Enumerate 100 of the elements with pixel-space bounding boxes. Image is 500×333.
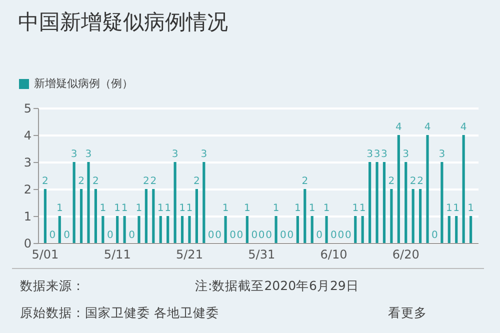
bar [469, 216, 472, 243]
data-label: 0 [49, 230, 56, 241]
data-label: 0 [330, 230, 337, 241]
bar [246, 216, 248, 243]
bar [174, 162, 176, 243]
data-label: 1 [222, 203, 229, 214]
data-label: 4 [395, 122, 402, 133]
bar [80, 189, 83, 243]
data-label: 1 [352, 203, 359, 214]
data-label: 0 [432, 230, 438, 241]
x-tick-label: 6/20 [392, 248, 420, 262]
bar [72, 162, 76, 243]
chart-title: 中国新增疑似病例情况 [18, 9, 228, 36]
bar [304, 189, 306, 243]
data-label: 0 [128, 230, 135, 241]
data-label: 2 [150, 176, 157, 187]
bar [159, 216, 162, 243]
data-label: 1 [453, 203, 460, 214]
data-label: 1 [323, 203, 330, 214]
bar [310, 216, 314, 243]
bar [180, 216, 184, 243]
bar [418, 189, 422, 243]
data-label: 3 [374, 149, 380, 160]
data-label: 0 [338, 230, 344, 241]
data-label: 2 [388, 176, 395, 187]
data-label: 0 [106, 230, 114, 241]
bar [188, 216, 191, 243]
data-label: 1 [157, 203, 164, 214]
bar [296, 216, 299, 243]
data-label: 2 [410, 176, 416, 187]
bar [195, 189, 198, 243]
bar [412, 189, 414, 243]
data-label: 2 [78, 176, 84, 187]
data-label: 2 [92, 176, 99, 187]
data-label: 1 [446, 203, 452, 214]
data-label: 3 [402, 149, 410, 160]
data-label: 1 [272, 203, 280, 214]
data-label: 1 [114, 203, 121, 214]
bar [390, 189, 393, 243]
bar [354, 216, 357, 243]
text: 看更多 [388, 305, 427, 322]
x-tick-label: 5/21 [176, 248, 203, 262]
data-label: 3 [200, 149, 208, 160]
data-label: 3 [366, 149, 373, 160]
bar [274, 216, 278, 243]
source-note: 数据来源： [20, 278, 85, 295]
bar [426, 135, 429, 243]
bar [102, 216, 104, 243]
bar [94, 189, 98, 243]
data-label: 4 [460, 122, 467, 133]
x-tick-label: 6/10 [320, 248, 348, 262]
bar [224, 216, 227, 243]
data-label: 0 [316, 230, 322, 241]
data-label: 0 [344, 230, 352, 241]
bar [123, 216, 126, 243]
bar [116, 216, 119, 243]
bar [361, 216, 364, 243]
y-tick-label: 5 [24, 102, 32, 116]
bar [138, 216, 140, 243]
data-label: 0 [208, 230, 214, 241]
bar [376, 162, 378, 243]
data-label: 1 [121, 203, 128, 214]
data-label: 1 [186, 203, 193, 214]
data-label: 0 [258, 230, 265, 241]
bar [152, 189, 155, 243]
y-tick-label: 2 [24, 182, 32, 196]
data-label: 2 [194, 176, 200, 187]
text: 原始数据：国家卫健委 各地卫健委 [20, 305, 219, 322]
data-label: 4 [424, 122, 431, 133]
data-label: 0 [287, 230, 294, 241]
bar [44, 189, 47, 243]
data-label: 1 [244, 203, 250, 214]
bar [58, 216, 61, 243]
data-label: 0 [236, 230, 244, 241]
bar [382, 162, 386, 243]
y-tick-label: 4 [24, 128, 32, 142]
bar [368, 162, 372, 243]
data-label: 0 [251, 230, 258, 241]
data-label: 3 [85, 149, 92, 160]
bar [144, 189, 148, 243]
data-label: 0 [215, 230, 222, 241]
bar [455, 216, 458, 243]
data-label: 2 [417, 176, 424, 187]
bar [166, 216, 170, 243]
bar [325, 216, 328, 243]
bar [87, 162, 90, 243]
y-tick-label: 3 [24, 156, 32, 170]
data-label: 3 [438, 149, 446, 160]
data-label: 0 [280, 230, 286, 241]
data-label: 1 [359, 203, 366, 214]
data-label: 1 [294, 203, 301, 214]
text: 注:数据截至2020年6月29日 [195, 278, 359, 295]
bar [202, 162, 206, 243]
data-label: 1 [136, 203, 142, 214]
data-label: 1 [308, 203, 316, 214]
data-label: 2 [42, 176, 48, 187]
legend-label: 新增疑似病例（例） [34, 77, 133, 90]
x-tick-label: 5/11 [104, 248, 131, 262]
data-label: 1 [56, 203, 63, 214]
bar [462, 135, 465, 243]
